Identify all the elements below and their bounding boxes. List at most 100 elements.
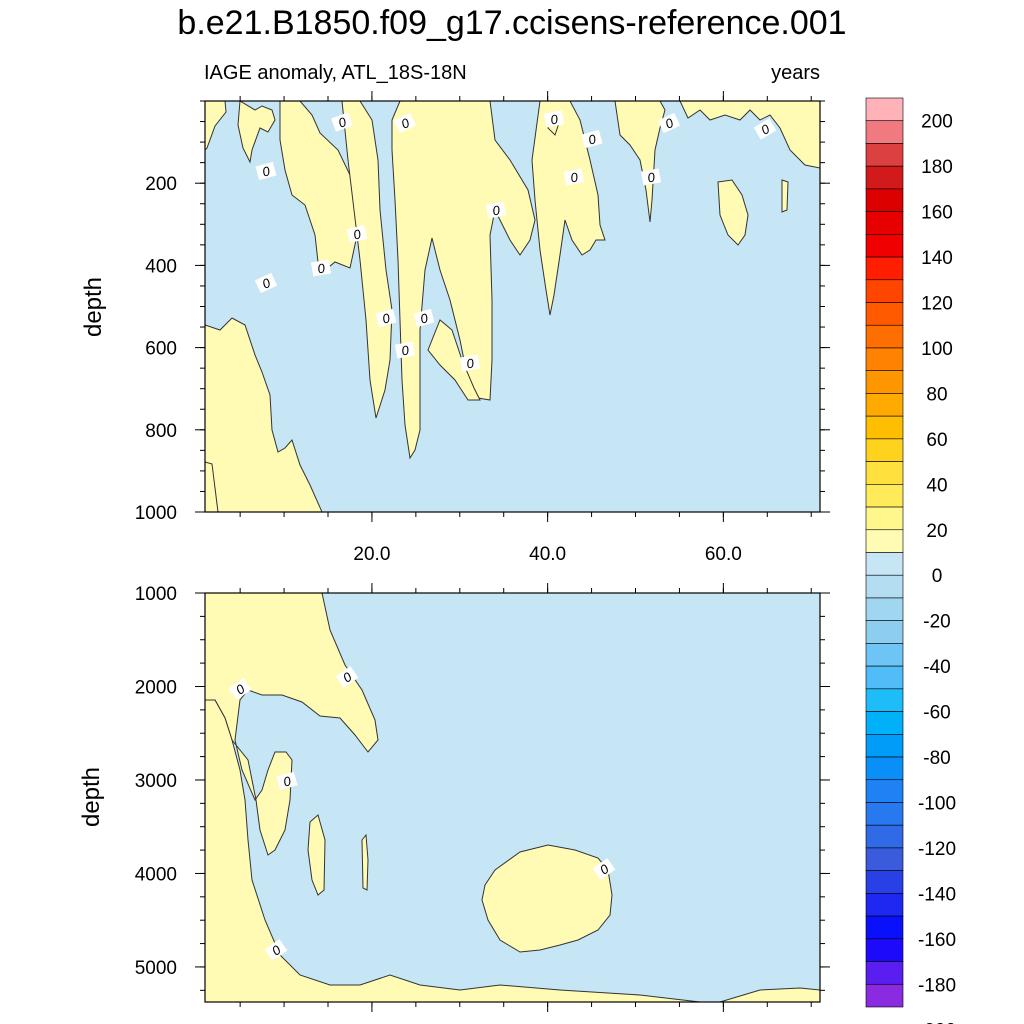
colorbar-swatch bbox=[865, 688, 904, 712]
colorbar-labels: 200180160140120100806040200-20-40-60-80-… bbox=[918, 112, 956, 1024]
contour-label: 0 bbox=[459, 354, 481, 372]
colorbar-label: 20 bbox=[926, 521, 947, 542]
colorbar-label: 0 bbox=[932, 566, 943, 587]
svg-text:0: 0 bbox=[261, 163, 273, 180]
upper-positive-region bbox=[237, 101, 276, 164]
lower-positive-region bbox=[719, 987, 820, 1002]
colorbar-swatch bbox=[865, 165, 904, 190]
colorbar-label: 180 bbox=[921, 157, 953, 178]
contour-label: 0 bbox=[276, 771, 298, 791]
svg-text:0: 0 bbox=[549, 111, 559, 127]
chart-subtitle-right: years bbox=[771, 62, 820, 84]
colorbar-swatch bbox=[865, 574, 904, 599]
upper-positive-region bbox=[679, 101, 820, 169]
contour-label: 0 bbox=[393, 112, 417, 134]
contour-label: 0 bbox=[640, 168, 662, 186]
svg-text:0: 0 bbox=[316, 260, 326, 276]
contour-label: 0 bbox=[375, 308, 397, 328]
colorbar-swatch bbox=[865, 620, 904, 644]
contour-label: 0 bbox=[228, 678, 252, 700]
upper-positive-region bbox=[205, 461, 219, 512]
svg-text:0: 0 bbox=[646, 169, 656, 185]
contour-label: 0 bbox=[255, 161, 277, 181]
y-tick-label: 200 bbox=[145, 174, 177, 195]
upper-positive-region bbox=[279, 101, 359, 271]
colorbar-swatch bbox=[865, 938, 904, 962]
colorbar-label: 120 bbox=[921, 294, 953, 315]
colorbar-swatch bbox=[865, 847, 904, 871]
lower-positive-region bbox=[205, 699, 701, 1002]
y-tick-label: 2000 bbox=[135, 677, 177, 698]
lower-positive-region bbox=[307, 814, 326, 896]
colorbar-label: 80 bbox=[926, 384, 947, 405]
colorbar-swatch bbox=[865, 143, 904, 167]
upper-panel-ticks bbox=[195, 91, 830, 522]
colorbar bbox=[865, 97, 904, 1008]
contour-label: 0 bbox=[346, 224, 368, 244]
chart-subtitle-left: IAGE anomaly, ATL_18S-18N bbox=[204, 62, 467, 84]
colorbar-label: -60 bbox=[923, 703, 950, 724]
colorbar-swatch bbox=[865, 120, 904, 144]
contour-label: 0 bbox=[254, 272, 278, 294]
colorbar-swatch bbox=[865, 597, 904, 621]
lower-positive-region bbox=[361, 833, 369, 891]
colorbar-label: 160 bbox=[921, 203, 953, 224]
lower-panel-frame bbox=[204, 592, 821, 1003]
y-tick-label: 5000 bbox=[135, 958, 177, 979]
svg-text:0: 0 bbox=[419, 310, 431, 327]
y-tick-label: 3000 bbox=[135, 771, 177, 792]
contour-label: 0 bbox=[394, 341, 416, 359]
y-tick-label: 400 bbox=[145, 256, 177, 277]
x-tick-label: 60.0 bbox=[705, 544, 742, 565]
colorbar-swatch bbox=[865, 961, 904, 985]
svg-text:0: 0 bbox=[465, 355, 475, 371]
colorbar-swatch bbox=[865, 234, 904, 258]
colorbar-swatch bbox=[865, 779, 904, 803]
colorbar-swatch bbox=[865, 438, 904, 462]
colorbar-swatch bbox=[865, 870, 904, 894]
upper-positive-region bbox=[427, 319, 481, 401]
svg-text:0: 0 bbox=[282, 773, 294, 790]
upper-positive-region bbox=[205, 101, 227, 151]
chart-title: b.e21.B1850.f09_g17.ccisens-reference.00… bbox=[177, 4, 847, 42]
colorbar-swatch bbox=[865, 711, 904, 735]
lower-positive-region bbox=[205, 593, 379, 856]
colorbar-swatch bbox=[865, 188, 904, 212]
colorbar-swatch bbox=[865, 347, 904, 372]
colorbar-label: 140 bbox=[921, 248, 953, 269]
colorbar-swatch bbox=[865, 529, 904, 553]
colorbar-swatch bbox=[865, 552, 904, 576]
colorbar-label: -120 bbox=[918, 839, 956, 860]
colorbar-swatch bbox=[865, 893, 904, 917]
upper-panel-y-tick-labels: 200 400 600 800 1000 bbox=[135, 174, 177, 524]
colorbar-label: -40 bbox=[923, 657, 950, 678]
colorbar-swatch bbox=[865, 211, 904, 235]
colorbar-swatch bbox=[865, 506, 904, 531]
lower-positive-region bbox=[481, 844, 613, 953]
contour-label: 0 bbox=[485, 201, 507, 219]
lower-panel-contour-labels: 0 0 0 0 0 bbox=[228, 666, 616, 961]
y-tick-label: 4000 bbox=[135, 864, 177, 885]
contour-label: 0 bbox=[753, 118, 777, 140]
contour-label: 0 bbox=[335, 666, 359, 688]
contour-label: 0 bbox=[543, 110, 565, 128]
colorbar-label: -160 bbox=[918, 930, 956, 951]
colorbar-label: 40 bbox=[926, 475, 947, 496]
colorbar-swatch bbox=[865, 643, 904, 667]
contour-label: 0 bbox=[331, 112, 353, 132]
colorbar-swatch bbox=[865, 733, 904, 758]
colorbar-label: -20 bbox=[923, 612, 950, 633]
colorbar-swatch bbox=[865, 983, 904, 1008]
contour-label: 0 bbox=[563, 168, 585, 186]
contour-label: 0 bbox=[413, 308, 435, 328]
lower-panel: 0 0 0 0 0 1000 2000 3000 4000 5000 depth bbox=[78, 583, 830, 1012]
colorbar-swatch bbox=[865, 97, 904, 122]
upper-positive-region bbox=[531, 101, 606, 316]
contour-label: 0 bbox=[657, 112, 681, 134]
colorbar-swatch bbox=[865, 461, 904, 485]
colorbar-swatch bbox=[865, 370, 904, 394]
contour-label: 0 bbox=[310, 259, 332, 277]
svg-text:0: 0 bbox=[569, 169, 579, 185]
